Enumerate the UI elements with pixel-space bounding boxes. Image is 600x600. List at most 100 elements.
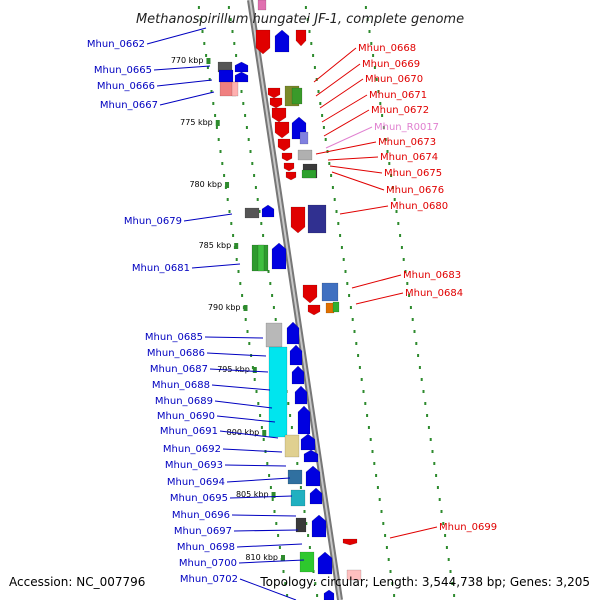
guide-left-outer-dot (284, 582, 287, 585)
guide-right-outer-dot (440, 510, 443, 513)
guide-right-outer-dot (381, 114, 384, 117)
scale-label: 800 kbp (227, 428, 260, 437)
gene-label-mhun-0671[interactable]: Mhun_0671 (369, 90, 427, 101)
gene-label-mhun-0668[interactable]: Mhun_0668 (358, 43, 416, 54)
gene-glyph (317, 551, 333, 575)
guide-right-inner-dot (351, 318, 354, 321)
gene-label-mhun-0673[interactable]: Mhun_0673 (378, 137, 436, 148)
guide-right-outer-dot (420, 378, 423, 381)
gene-glyph (346, 569, 362, 581)
gene-glyph (332, 301, 340, 313)
gene-label-mhun-r0017[interactable]: Mhun_R0017 (374, 122, 439, 133)
gene-glyph (274, 29, 290, 53)
topology-text: Topology: circular; Length: 3,544,738 bp… (259, 575, 590, 589)
gene-label-mhun-0683[interactable]: Mhun_0683 (403, 270, 461, 281)
guide-right-outer-dot (386, 150, 389, 153)
guide-right-outer-dot (426, 414, 429, 417)
gene-label-mhun-0686[interactable]: Mhun_0686 (147, 348, 205, 359)
guide-right-inner-dot (366, 414, 369, 417)
gene-label-mhun-0692[interactable]: Mhun_0692 (163, 444, 221, 455)
guide-right-inner-dot (358, 366, 361, 369)
track-guides (197, 6, 456, 597)
gene-label-mhun-0666[interactable]: Mhun_0666 (97, 81, 155, 92)
gene-label-mhun-0688[interactable]: Mhun_0688 (152, 380, 210, 391)
gene-label-mhun-0690[interactable]: Mhun_0690 (157, 411, 215, 422)
guide-right-inner-dot (331, 186, 334, 189)
gene-label-mhun-0700[interactable]: Mhun_0700 (179, 558, 237, 569)
gene-label-mhun-0696[interactable]: Mhun_0696 (172, 510, 230, 521)
gene-label-mhun-0672[interactable]: Mhun_0672 (371, 105, 429, 116)
gene-glyph (274, 121, 290, 139)
gene-label-mhun-0685[interactable]: Mhun_0685 (145, 332, 203, 343)
gene-glyph (261, 204, 275, 218)
gene-label-mhun-0694[interactable]: Mhun_0694 (167, 477, 225, 488)
gene-label-mhun-0670[interactable]: Mhun_0670 (365, 74, 423, 85)
guide-right-inner-dot (342, 258, 345, 261)
guide-right-outer-dot (388, 162, 391, 165)
guide-right-inner-dot (367, 426, 370, 429)
guide-right-inner-dot (308, 30, 311, 33)
gene-label-mhun-0667[interactable]: Mhun_0667 (100, 100, 158, 111)
guide-left-outer-dot (214, 114, 217, 117)
gene-label-mhun-0697[interactable]: Mhun_0697 (174, 526, 232, 537)
guide-right-inner-dot (355, 342, 358, 345)
guide-left-outer-dot (271, 498, 274, 501)
leader-line (319, 78, 364, 109)
scale-tick (252, 367, 257, 373)
guide-left-inner-dot (253, 174, 256, 177)
guide-right-inner-dot (321, 114, 324, 117)
gene-label-mhun-0695[interactable]: Mhun_0695 (170, 493, 228, 504)
leader-line (327, 156, 379, 161)
scale-tick (234, 243, 239, 249)
guide-right-inner-dot (369, 438, 372, 441)
guide-right-inner-dot (348, 294, 351, 297)
guide-left-inner-dot (271, 294, 274, 297)
guide-left-outer-dot (257, 402, 260, 405)
guide-left-inner-dot (290, 426, 293, 429)
gene-label-mhun-0687[interactable]: Mhun_0687 (150, 364, 208, 375)
gene-label-mhun-0691[interactable]: Mhun_0691 (160, 426, 218, 437)
guide-left-outer-dot (248, 342, 251, 345)
gene-label-mhun-0699[interactable]: Mhun_0699 (439, 522, 497, 533)
gene-glyph (323, 589, 335, 600)
gene-label-mhun-0669[interactable]: Mhun_0669 (362, 59, 420, 70)
leader-line (238, 559, 305, 564)
gene-glyph (301, 169, 317, 179)
gene-label-mhun-0676[interactable]: Mhun_0676 (386, 185, 444, 196)
gene-glyph (286, 321, 300, 345)
left-gene-labels: Mhun_0662 Mhun_0665 Mhun_0666 Mhun_0667 Mhun… (87, 27, 305, 600)
guide-right-inner-dot (380, 510, 383, 513)
guide-left-inner-dot (260, 222, 263, 225)
gene-glyph (307, 304, 321, 316)
gene-label-mhun-0675[interactable]: Mhun_0675 (384, 168, 442, 179)
gene-glyph (268, 346, 288, 438)
leader-line (156, 79, 213, 87)
guide-left-inner-dot (269, 282, 272, 285)
scale-label: 785 kbp (199, 241, 232, 250)
guide-right-outer-dot (368, 30, 371, 33)
gene-label-mhun-0684[interactable]: Mhun_0684 (405, 288, 463, 299)
gene-label-mhun-0693[interactable]: Mhun_0693 (165, 460, 223, 471)
guide-right-inner-dot (353, 330, 356, 333)
gene-label-mhun-0679[interactable]: Mhun_0679 (124, 216, 182, 227)
guide-right-inner-dot (385, 546, 388, 549)
gene-label-mhun-0689[interactable]: Mhun_0689 (155, 396, 213, 407)
guide-left-inner-dot (305, 522, 308, 525)
leader-line (216, 415, 276, 423)
guide-left-inner-dot (314, 582, 317, 585)
guide-right-inner-dot (319, 102, 322, 105)
guide-right-outer-dot (417, 354, 420, 357)
guide-left-inner-dot (245, 126, 248, 129)
gene-label-mhun-0665[interactable]: Mhun_0665 (94, 65, 152, 76)
guide-left-outer-dot (201, 30, 204, 33)
gene-label-mhun-0698[interactable]: Mhun_0698 (177, 542, 235, 553)
gene-label-mhun-0681[interactable]: Mhun_0681 (132, 263, 190, 274)
guide-left-inner-dot (247, 138, 250, 141)
guide-right-inner-dot (339, 234, 342, 237)
gene-label-mhun-0702[interactable]: Mhun_0702 (180, 574, 238, 585)
gene-label-mhun-0674[interactable]: Mhun_0674 (380, 152, 438, 163)
gene-label-mhun-0662[interactable]: Mhun_0662 (87, 39, 145, 50)
gene-label-mhun-0680[interactable]: Mhun_0680 (390, 201, 448, 212)
gene-glyphs (217, 0, 362, 600)
guide-right-outer-dot (379, 102, 382, 105)
